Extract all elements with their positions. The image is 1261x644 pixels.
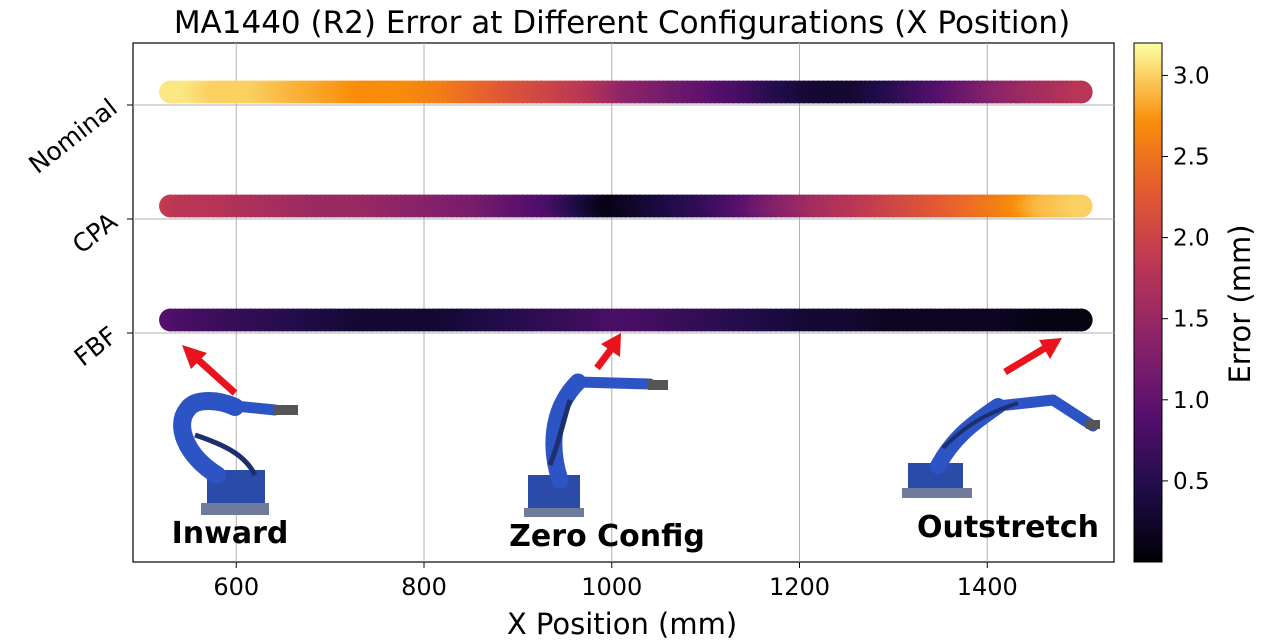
colorbar [1133, 42, 1163, 563]
y-tick-label-fbf: FBF [69, 321, 123, 372]
zero-config-label: Zero Config [509, 519, 705, 554]
inward-robot-illustration [173, 392, 298, 515]
x-tick-label: 1400 [957, 573, 1018, 601]
inward-label: Inward [172, 516, 289, 551]
colorbar-ticks: 0.5 1.0 1.5 2.0 2.5 3.0 [1162, 63, 1210, 495]
colorbar-tick-label: 3.0 [1173, 63, 1210, 89]
inward-arrow [182, 345, 238, 396]
x-tick-label: 800 [401, 573, 447, 601]
x-gridlines [235, 43, 988, 562]
x-tick-label: 1000 [581, 573, 642, 601]
x-axis-ticks: 600 800 1000 1200 1400 [213, 562, 1018, 601]
colorbar-tick-label: 1.0 [1173, 388, 1210, 414]
zero-config-robot-illustration [524, 373, 668, 517]
colorbar-tick-label: 2.5 [1173, 145, 1210, 171]
colorbar-tick-label: 2.0 [1173, 226, 1210, 252]
data-point [1069, 194, 1093, 218]
y-gridlines [133, 104, 1114, 334]
chart-title: MA1440 (R2) Error at Different Configura… [174, 5, 1070, 41]
x-tick-label: 600 [213, 573, 259, 601]
plot-frame [132, 42, 1115, 563]
data-rows [159, 80, 1093, 332]
colorbar-label: Error (mm) [1223, 224, 1257, 383]
data-point [1069, 308, 1093, 332]
y-axis-ticks: Nominal CPA FBF [23, 93, 133, 372]
series-fbf [159, 308, 1093, 332]
outstretch-robot-illustration [902, 394, 1100, 498]
colorbar-tick-label: 1.5 [1173, 307, 1210, 333]
y-tick-label-cpa: CPA [67, 207, 123, 259]
zero-config-arrow [594, 333, 621, 371]
outstretch-arrow [1003, 338, 1062, 376]
data-point [1069, 80, 1093, 104]
colorbar-tick-label: 0.5 [1173, 469, 1210, 495]
y-tick-label-nominal: Nominal [23, 93, 122, 180]
x-axis-label: X Position (mm) [507, 607, 737, 641]
series-nominal [159, 80, 1093, 104]
series-cpa [159, 194, 1093, 218]
x-tick-label: 1200 [769, 573, 830, 601]
outstretch-label: Outstretch [917, 510, 1099, 545]
